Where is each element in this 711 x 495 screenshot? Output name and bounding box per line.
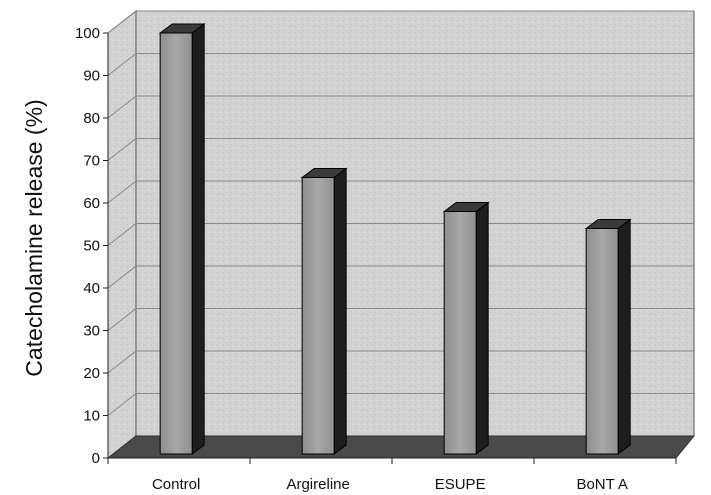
gridline <box>107 138 694 161</box>
bar-front <box>301 177 335 455</box>
gridline <box>107 393 694 416</box>
bar-front <box>443 211 477 455</box>
bar-front <box>585 228 619 455</box>
bar-control <box>158 23 206 455</box>
x-tick-label: Argireline <box>286 476 349 493</box>
bar-side <box>617 218 631 455</box>
bar-argireline <box>300 167 348 455</box>
bar-side <box>191 23 205 455</box>
gridline <box>107 10 694 34</box>
gridline <box>107 180 694 204</box>
y-axis-title: Catecholamine release (%) <box>21 99 47 376</box>
y-tick-label: 100 <box>75 25 100 42</box>
y-tick-label: 20 <box>83 365 100 382</box>
y-tick-label: 10 <box>83 408 100 425</box>
y-tick-label: 80 <box>83 110 100 127</box>
gridline <box>107 95 694 119</box>
y-tick-label: 50 <box>83 238 100 255</box>
gridline <box>107 350 694 374</box>
gridline <box>107 308 694 331</box>
y-tick-label: 70 <box>83 153 100 170</box>
x-tick-label: ESUPE <box>435 476 486 493</box>
gridline <box>107 265 694 289</box>
y-tick-label: 90 <box>83 68 100 85</box>
bar-side <box>475 201 489 455</box>
y-tick-label: 30 <box>83 323 100 340</box>
x-tick-label: Control <box>152 476 200 493</box>
y-tick-label: 0 <box>92 450 100 467</box>
bar-esupe <box>442 201 490 455</box>
bar-bont-a <box>584 218 632 455</box>
x-tick-label: BoNT A <box>576 476 627 493</box>
y-tick-label: 40 <box>83 280 100 297</box>
gridline <box>107 223 694 246</box>
y-tick-label: 60 <box>83 195 100 212</box>
bar-side <box>333 167 347 455</box>
bar-front <box>159 32 193 455</box>
gridline <box>107 53 694 76</box>
